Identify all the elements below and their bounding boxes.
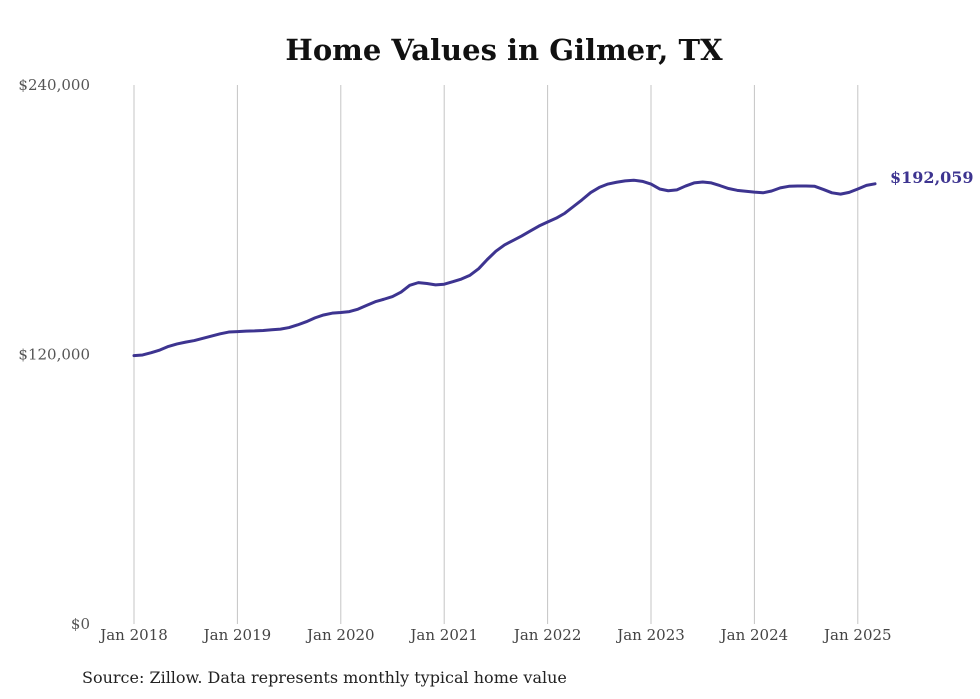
x-tick-label: Jan 2021 — [408, 626, 478, 644]
x-axis-ticks: Jan 2018 Jan 2019 Jan 2020 Jan 2021 Jan 2022… — [98, 626, 891, 644]
chart-title: Home Values in Gilmer, TX — [285, 33, 723, 67]
y-tick-label: $120,000 — [18, 346, 90, 364]
y-tick-label: $0 — [71, 615, 90, 633]
x-tick-label: Jan 2019 — [202, 626, 272, 644]
end-value-label: $192,059 — [890, 168, 974, 187]
y-tick-label: $240,000 — [18, 76, 90, 94]
x-tick-label: Jan 2023 — [615, 626, 685, 644]
x-tick-label: Jan 2024 — [719, 626, 789, 644]
y-axis-ticks: $0 $120,000 $240,000 — [18, 76, 90, 633]
grid-lines — [133, 85, 859, 624]
x-tick-label: Jan 2022 — [512, 626, 582, 644]
x-tick-label: Jan 2020 — [305, 626, 375, 644]
source-note: Source: Zillow. Data represents monthly … — [82, 668, 567, 687]
x-tick-label: Jan 2025 — [822, 626, 892, 644]
series-layer — [132, 178, 877, 358]
x-tick-label: Jan 2018 — [98, 626, 168, 644]
home-value-line — [132, 178, 877, 358]
